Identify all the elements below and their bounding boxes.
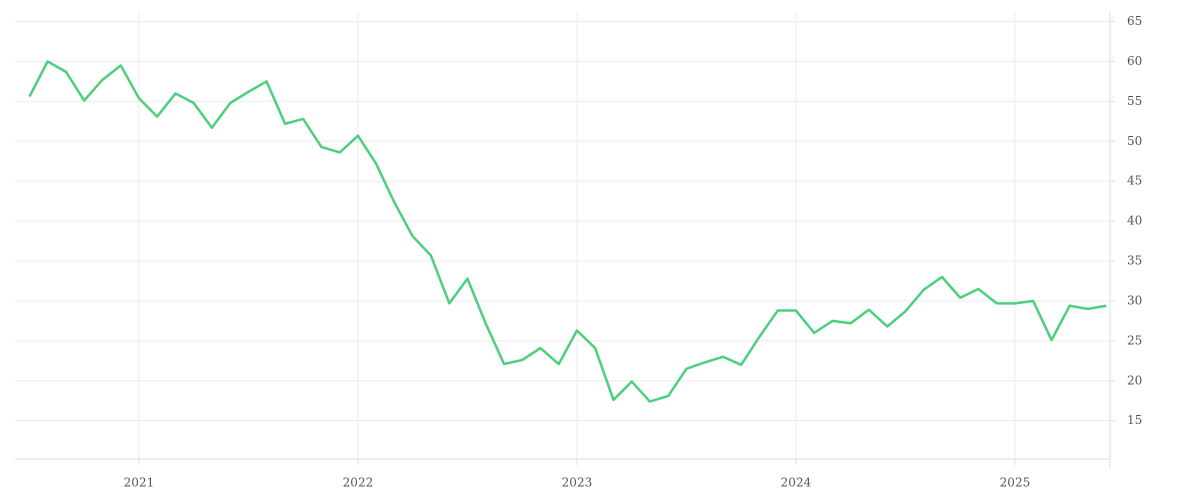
x-tick-label: 2025 [1000,476,1031,490]
y-tick-label: 65 [1127,14,1142,28]
y-tick-label: 30 [1127,293,1142,307]
x-tick-label: 2022 [343,476,374,490]
y-tick-label: 45 [1127,174,1142,188]
y-tick-label: 25 [1127,333,1142,347]
y-tick-label: 35 [1127,254,1142,268]
y-tick-label: 40 [1127,214,1142,228]
x-tick-label: 2024 [781,476,812,490]
x-tick-label: 2023 [562,476,593,490]
y-tick-label: 55 [1127,94,1142,108]
y-tick-label: 50 [1127,134,1142,148]
line-series [28,60,1107,403]
y-tick-label: 20 [1127,373,1142,387]
y-tick-label: 60 [1127,54,1142,68]
y-tick-label: 15 [1127,413,1142,427]
x-tick-label: 2021 [124,476,155,490]
